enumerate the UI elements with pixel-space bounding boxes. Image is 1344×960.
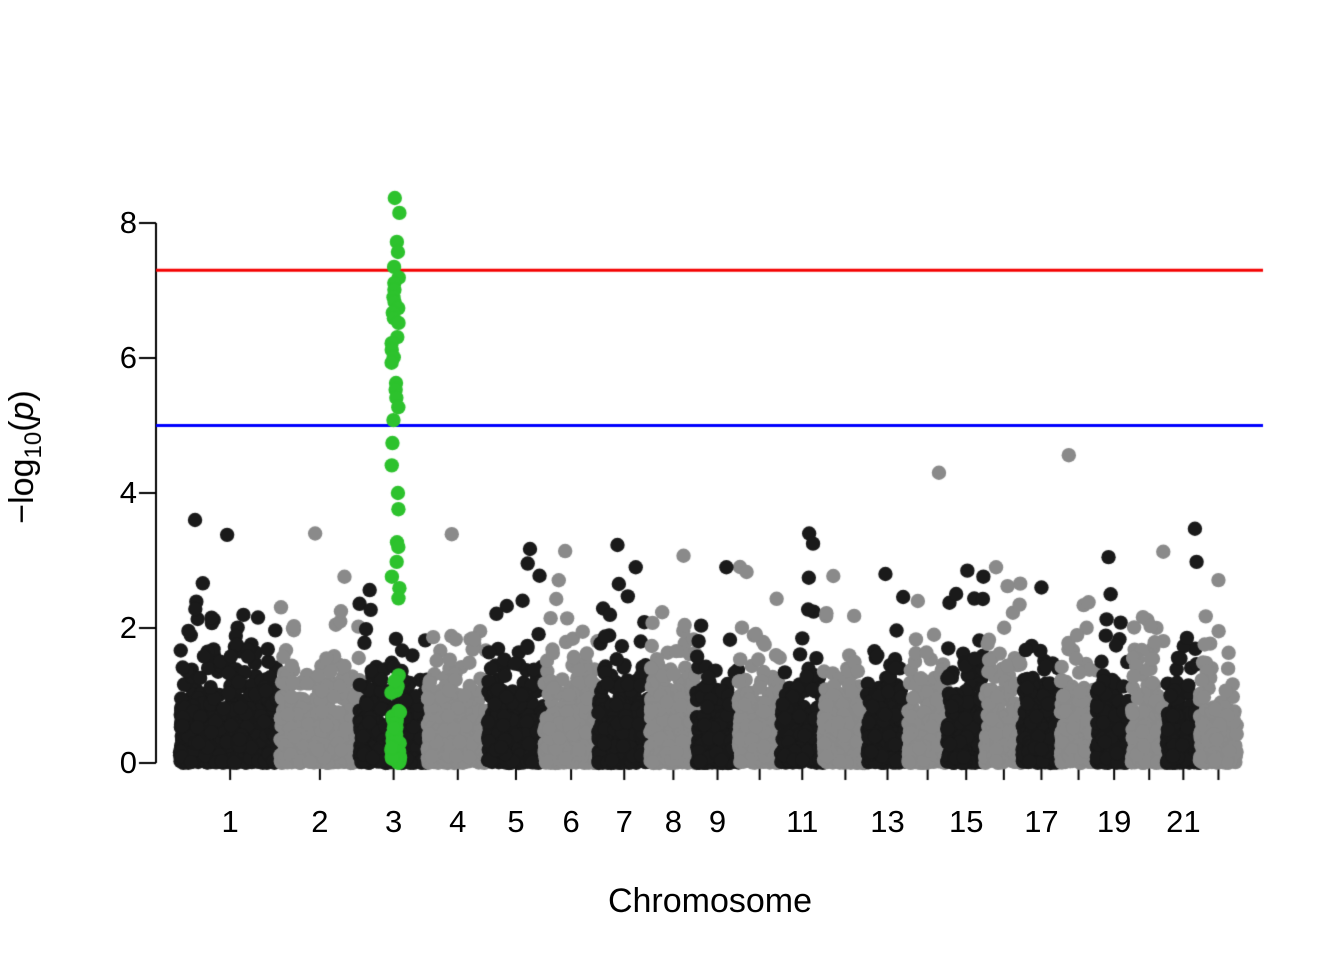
y-axis-title-paren-close: )	[3, 390, 41, 402]
x-tick-label: 3	[384, 804, 403, 839]
x-tick-label: 6	[562, 804, 580, 839]
x-tick-label: 7	[615, 804, 633, 839]
y-axis-title-subscript: 10	[19, 431, 47, 459]
x-tick-label: 19	[1096, 804, 1132, 839]
x-tick-label: 4	[449, 804, 467, 839]
x-tick-label: 21	[1166, 804, 1201, 839]
y-tick-label: 0	[119, 745, 137, 780]
x-tick-label: 11	[786, 804, 819, 839]
x-tick-label: 13	[870, 804, 905, 839]
y-axis-title-paren-open: (	[3, 420, 41, 432]
y-tick-label: 8	[119, 205, 137, 240]
x-tick-label: 15	[948, 804, 984, 839]
y-tick-label: 4	[119, 475, 137, 510]
x-tick-label: 17	[1024, 804, 1059, 839]
y-axis-title-arg: p	[3, 401, 41, 421]
x-axis-title: Chromosome	[607, 882, 813, 920]
x-tick-label: 1	[221, 804, 239, 839]
x-tick-label: 2	[311, 804, 329, 839]
y-tick-label: 2	[119, 610, 137, 645]
x-tick-label: 8	[664, 804, 683, 839]
x-tick-label: 9	[708, 804, 727, 839]
x-tick-label: 5	[507, 804, 525, 839]
y-tick-label: 6	[119, 340, 137, 375]
